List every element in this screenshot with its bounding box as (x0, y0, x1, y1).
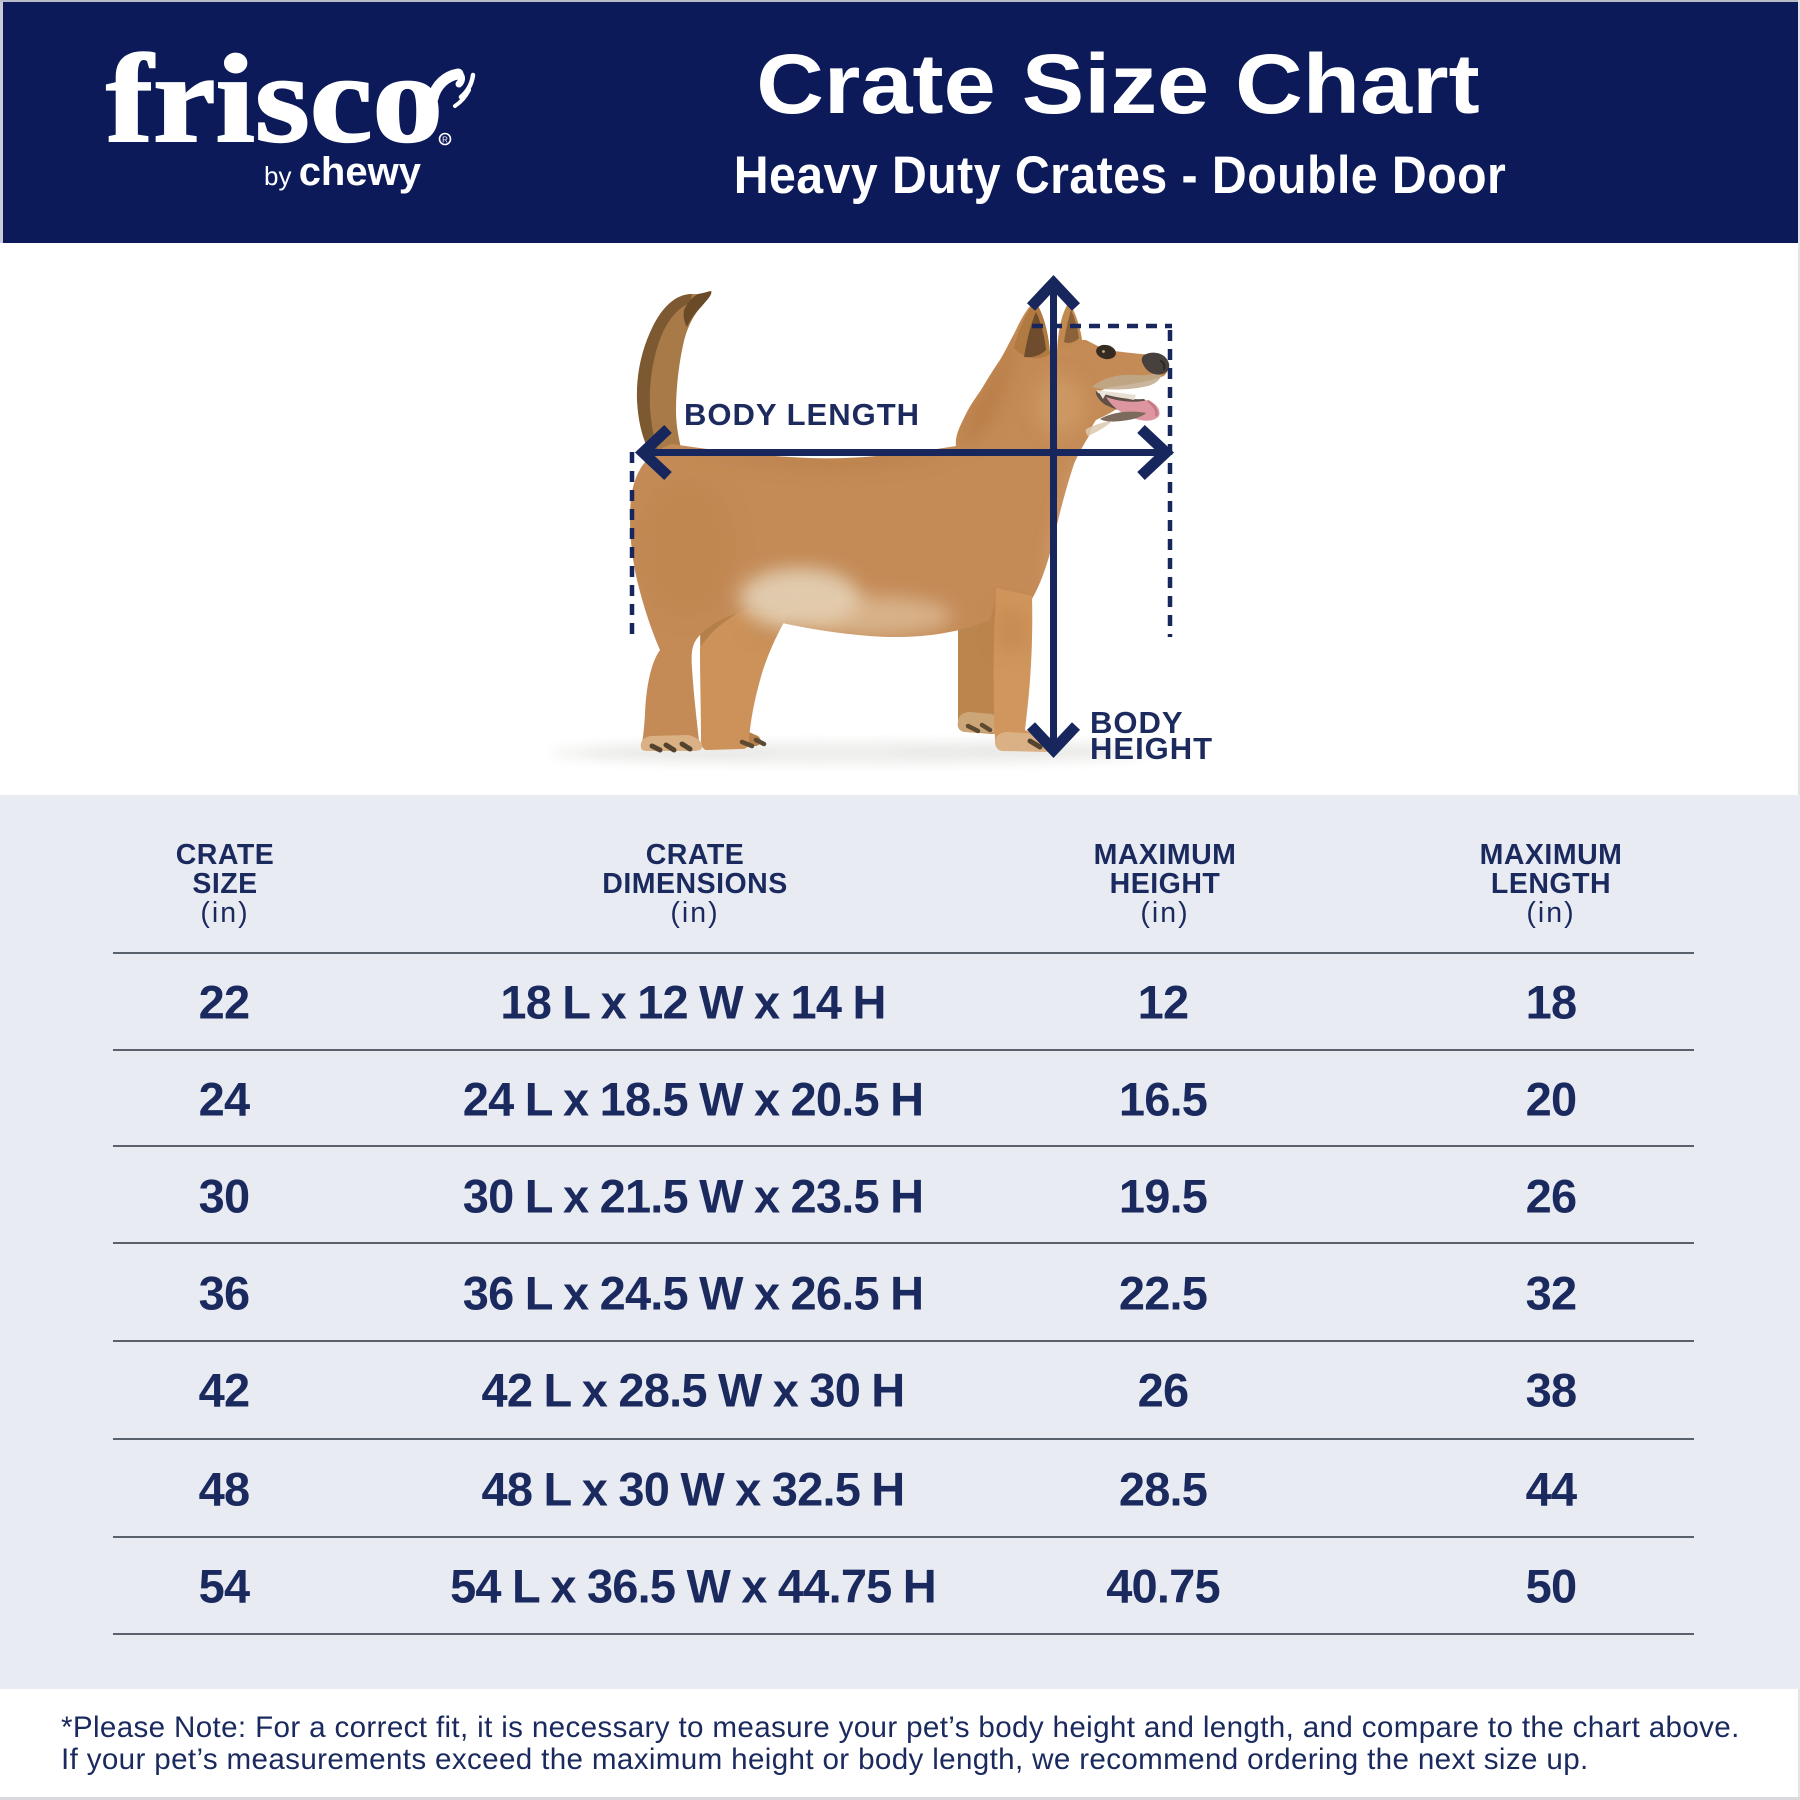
svg-text:R: R (442, 136, 448, 145)
